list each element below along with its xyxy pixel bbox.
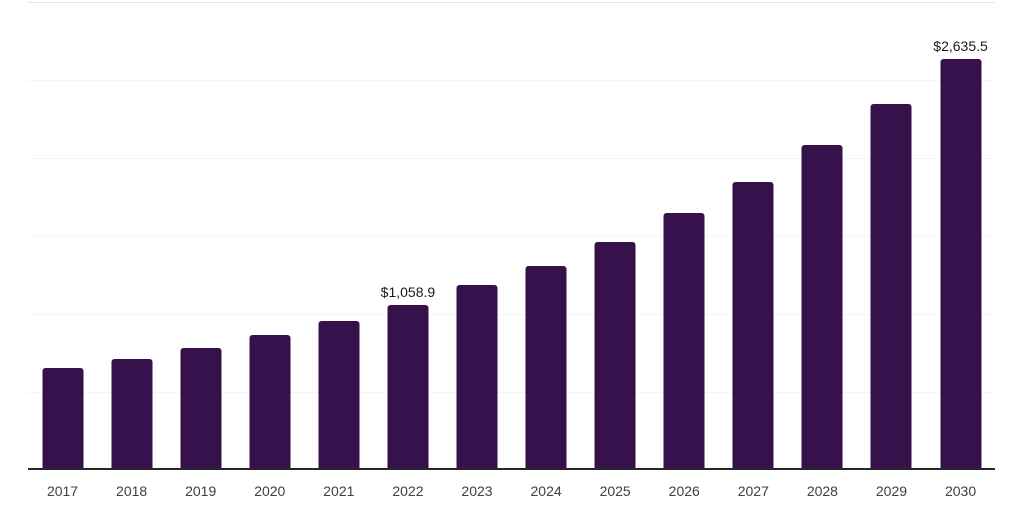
x-tick-label-2028: 2028 <box>806 483 838 499</box>
bar-2017 <box>42 368 84 470</box>
category-slot-2021 <box>304 2 373 470</box>
gridline-2000 <box>28 158 995 159</box>
category-slot-2022: $1,058.9 <box>373 2 442 470</box>
x-tick-label-2021: 2021 <box>323 483 355 499</box>
data-label-2030: $2,635.5 <box>933 37 988 54</box>
category-slot-2028 <box>788 2 857 470</box>
bar-2024 <box>525 266 567 470</box>
x-tick-label-2020: 2020 <box>254 483 286 499</box>
x-tick-label-2019: 2019 <box>185 483 217 499</box>
x-tick-label-2022: 2022 <box>392 483 424 499</box>
gridline-1000 <box>28 314 995 315</box>
bar-2030 <box>940 58 982 470</box>
gridline-2500 <box>28 80 995 81</box>
x-tick-label-2029: 2029 <box>875 483 908 499</box>
plot-area: $1,058.9 $2,635.5 <box>28 2 995 470</box>
bar-2028 <box>801 145 843 470</box>
x-tick-label-2026: 2026 <box>668 483 700 499</box>
x-tick-label-2027: 2027 <box>737 483 769 499</box>
gridline-3000 <box>28 2 995 3</box>
category-slot-2024 <box>512 2 581 470</box>
x-axis-line <box>28 468 995 470</box>
x-tick-label-2023: 2023 <box>461 483 493 499</box>
bar-2026 <box>663 213 705 470</box>
category-slot-2019 <box>166 2 235 470</box>
x-tick-label-2024: 2024 <box>530 483 562 499</box>
category-slot-2030: $2,635.5 <box>926 2 995 470</box>
x-tick-label-2018: 2018 <box>116 483 148 499</box>
category-slot-2026 <box>650 2 719 470</box>
bar-2018 <box>111 359 153 470</box>
bar-2029 <box>870 104 912 470</box>
bar-2025 <box>594 241 636 470</box>
bar-2021 <box>318 321 360 470</box>
bar-2019 <box>180 348 222 470</box>
category-slot-2020 <box>235 2 304 470</box>
x-tick-label-2030: 2030 <box>944 483 977 499</box>
category-slot-2029 <box>857 2 926 470</box>
data-label-2022: $1,058.9 <box>380 283 436 300</box>
gridline-1500 <box>28 236 995 237</box>
category-slot-2017 <box>28 2 97 470</box>
x-tick-label-2017: 2017 <box>46 483 79 499</box>
bar-2020 <box>249 335 291 470</box>
category-slot-2023 <box>442 2 511 470</box>
bars-container: $1,058.9 $2,635.5 <box>28 2 995 470</box>
category-slot-2027 <box>719 2 788 470</box>
bar-2023 <box>456 285 498 470</box>
x-axis-labels: 2017 2018 2019 2020 2021 2022 2023 2024 2025 2026… <box>28 482 995 500</box>
gridline-500 <box>28 392 995 393</box>
bar-2022 <box>387 304 429 470</box>
category-slot-2025 <box>581 2 650 470</box>
x-tick-label-2025: 2025 <box>599 483 631 499</box>
category-slot-2018 <box>97 2 166 470</box>
bar-2027 <box>732 181 774 470</box>
